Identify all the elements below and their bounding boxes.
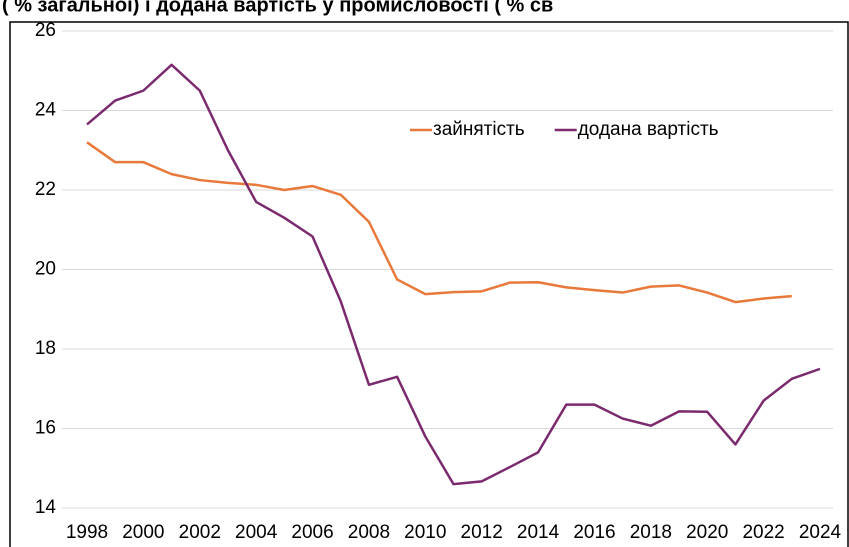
y-tick-label: 22: [35, 179, 56, 200]
series-line: [86, 141, 792, 304]
x-tick-label: 2020: [686, 522, 728, 543]
x-tick-label: 2018: [630, 522, 672, 543]
x-tick-label: 2004: [235, 522, 278, 543]
x-tick-label: 2006: [291, 522, 333, 543]
legend-label: зайнятість: [433, 119, 525, 140]
legend-label: додана вартість: [578, 119, 719, 140]
series-line: [86, 63, 821, 486]
y-tick-label: 18: [35, 338, 56, 359]
x-tick-label: 2024: [799, 522, 842, 543]
x-tick-label: 2022: [742, 522, 784, 543]
x-tick-label: 2016: [573, 522, 615, 543]
legend: зайнятість додана вартість: [410, 119, 719, 140]
x-tick-label: 2008: [348, 522, 390, 543]
x-tick-label: 1998: [66, 522, 108, 543]
y-tick-label: 16: [35, 418, 56, 439]
chart-frame: [9, 21, 849, 547]
x-tick-label: 2014: [517, 522, 560, 543]
x-tick-label: 2010: [404, 522, 446, 543]
x-tick-label: 2002: [179, 522, 221, 543]
y-tick-label: 20: [35, 259, 56, 280]
x-tick-label: 2012: [461, 522, 503, 543]
x-tick-label: 2000: [122, 522, 164, 543]
chart-title: ( % загальної) і додана вартість у проми…: [2, 0, 553, 16]
y-tick-label: 14: [35, 497, 57, 518]
y-tick-label: 24: [35, 100, 57, 121]
y-tick-label: 26: [35, 20, 56, 41]
